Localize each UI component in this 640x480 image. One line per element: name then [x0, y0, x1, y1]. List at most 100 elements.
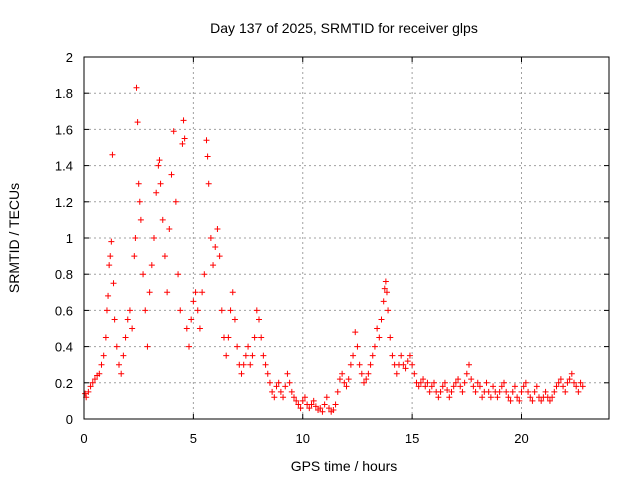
- data-point: [103, 307, 110, 314]
- y-tick-label: 0.8: [55, 267, 73, 282]
- data-point: [91, 376, 98, 383]
- data-point: [131, 253, 138, 260]
- data-point: [490, 383, 497, 390]
- data-point: [332, 401, 339, 408]
- data-point: [424, 379, 431, 386]
- data-point: [205, 180, 212, 187]
- data-point: [245, 343, 252, 350]
- data-point: [251, 334, 258, 341]
- data-point: [183, 325, 190, 332]
- data-point: [234, 343, 241, 350]
- data-point: [334, 388, 341, 395]
- data-point: [511, 383, 518, 390]
- data-point: [531, 388, 538, 395]
- data-point: [153, 189, 160, 196]
- data-point: [280, 394, 287, 401]
- data-point: [345, 376, 352, 383]
- data-point: [148, 262, 155, 269]
- data-point: [164, 289, 171, 296]
- data-point: [393, 370, 400, 377]
- data-point: [520, 383, 527, 390]
- data-point: [293, 397, 300, 404]
- y-tick-label: 0.4: [55, 340, 73, 355]
- data-point: [212, 244, 219, 251]
- data-point: [439, 383, 446, 390]
- x-tick-label: 20: [514, 431, 528, 446]
- data-point: [157, 180, 164, 187]
- data-point: [308, 401, 315, 408]
- data-point: [301, 394, 308, 401]
- data-point: [102, 334, 109, 341]
- data-point: [387, 334, 394, 341]
- data-point: [151, 235, 157, 241]
- data-point: [166, 225, 173, 232]
- data-point: [365, 370, 372, 377]
- data-point: [498, 383, 505, 390]
- y-tick-label: 1.8: [55, 86, 73, 101]
- data-point: [264, 370, 271, 377]
- data-point: [382, 278, 389, 285]
- data-point: [136, 198, 143, 205]
- data-point: [107, 253, 114, 260]
- data-point: [549, 394, 556, 401]
- data-point: [113, 343, 120, 350]
- data-point: [538, 397, 545, 404]
- data-point: [96, 370, 103, 377]
- data-points: [82, 84, 586, 415]
- data-point: [468, 376, 475, 383]
- data-point: [503, 388, 510, 395]
- y-axis-label: SRMTID / TECUs: [6, 183, 22, 293]
- data-point: [110, 280, 117, 287]
- data-point: [496, 388, 503, 395]
- data-point: [485, 388, 492, 395]
- data-point: [406, 352, 413, 359]
- data-point: [494, 394, 501, 401]
- data-point: [446, 394, 453, 401]
- data-point: [415, 383, 422, 390]
- data-point: [380, 298, 387, 305]
- data-point: [170, 128, 177, 135]
- data-point: [437, 388, 444, 395]
- data-point: [428, 383, 435, 390]
- data-point: [431, 379, 437, 386]
- data-point: [363, 376, 370, 383]
- data-point: [522, 379, 529, 386]
- x-tick-label: 15: [405, 431, 419, 446]
- y-tick-label: 1.4: [55, 159, 73, 174]
- data-point: [260, 352, 267, 359]
- data-point: [571, 379, 577, 386]
- data-point: [542, 388, 549, 395]
- data-point: [501, 379, 507, 386]
- data-point: [470, 383, 477, 390]
- data-point: [339, 370, 346, 377]
- data-point: [105, 292, 112, 299]
- x-tick-label: 5: [190, 431, 197, 446]
- data-point: [192, 289, 199, 296]
- data-point: [186, 343, 192, 350]
- data-point: [361, 379, 367, 386]
- data-point: [168, 171, 175, 178]
- data-point: [374, 325, 381, 332]
- data-point: [249, 352, 256, 359]
- data-point: [553, 383, 560, 390]
- data-point: [253, 307, 260, 314]
- data-point: [356, 361, 363, 368]
- data-point: [350, 352, 357, 359]
- data-point: [452, 379, 459, 386]
- data-point: [518, 388, 525, 395]
- data-point: [441, 379, 448, 386]
- data-point: [144, 343, 151, 350]
- data-point: [321, 401, 328, 408]
- data-point: [577, 379, 584, 386]
- data-point: [203, 137, 210, 144]
- data-point: [343, 383, 350, 390]
- y-tick-label: 1.2: [55, 195, 73, 210]
- data-point: [227, 307, 234, 314]
- data-point: [514, 394, 521, 401]
- data-point: [533, 383, 540, 390]
- data-point: [175, 271, 182, 278]
- data-point: [256, 316, 262, 323]
- data-point: [557, 376, 564, 383]
- data-point: [516, 397, 523, 404]
- data-point: [389, 352, 396, 359]
